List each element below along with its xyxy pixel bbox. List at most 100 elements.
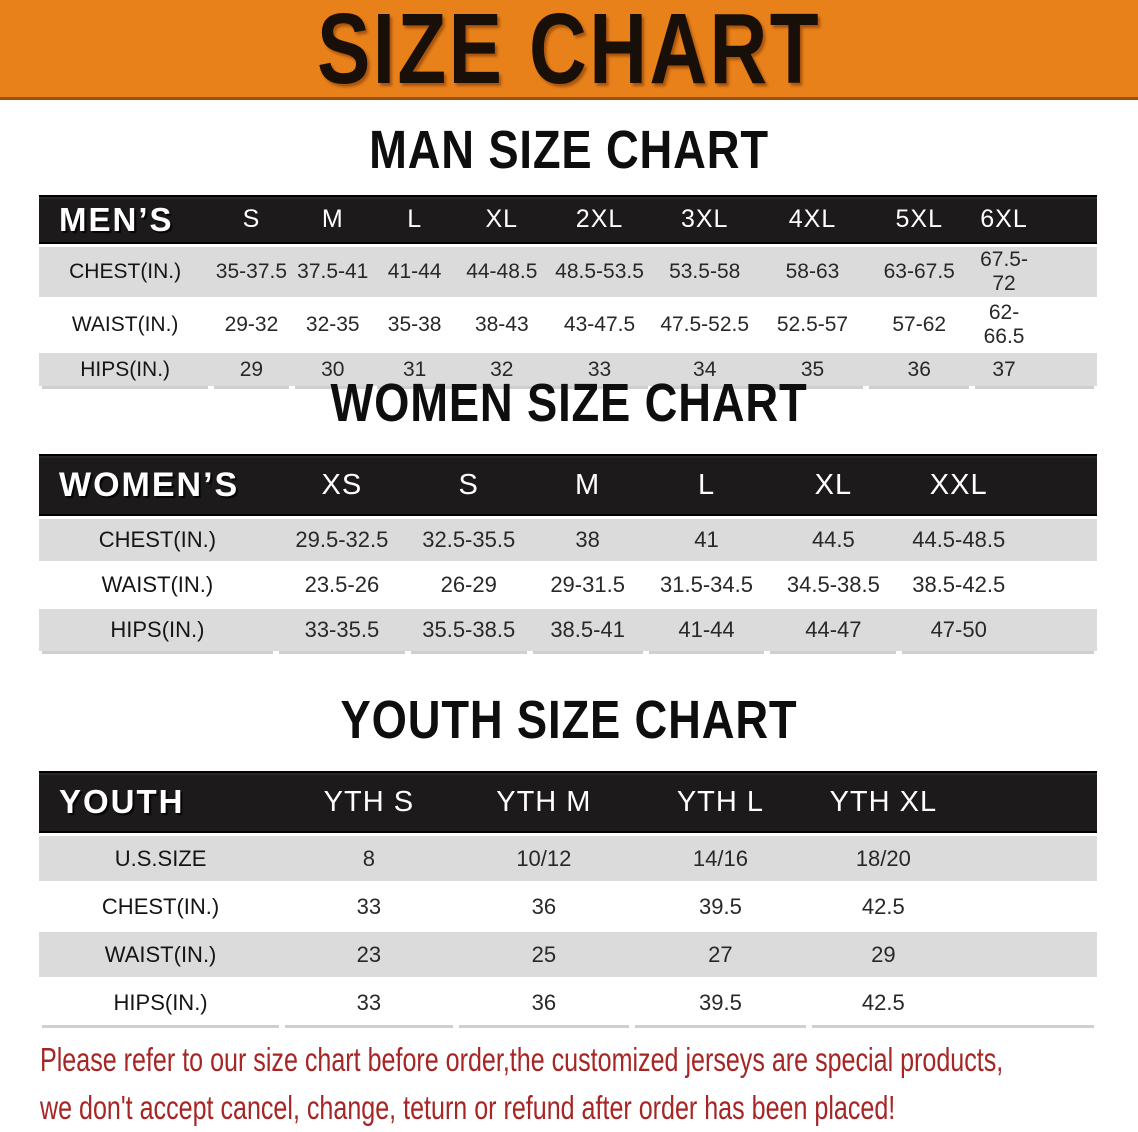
column-header: YTH S	[282, 771, 456, 833]
cell: 35-38	[373, 300, 456, 350]
row-label: HIPS(IN.)	[39, 353, 212, 386]
cell: 37	[972, 353, 1097, 386]
row-label: CHEST(IN.)	[39, 884, 283, 929]
disclaimer: Please refer to our size chart before or…	[40, 1036, 1130, 1132]
cell: 63-67.5	[866, 247, 973, 297]
cell: 42.5	[808, 884, 1097, 929]
cell: 36	[455, 884, 633, 929]
cell: 34.5-38.5	[767, 564, 900, 606]
cell: 41-44	[645, 609, 768, 651]
youth-size-table: YOUTH YTH S YTH M YTH L YTH XL U.S.SIZE 8 10/12…	[39, 768, 1097, 1028]
cell: 32	[455, 353, 549, 386]
cell: 44.5	[767, 519, 900, 561]
cell: 44-47	[767, 609, 900, 651]
header-row: MEN’S S M L XL 2XL 3XL 4XL 5XL 6XL	[39, 195, 1097, 244]
cell: 43-47.5	[548, 300, 651, 350]
cell: 53.5-58	[650, 247, 759, 297]
cell: 35-37.5	[211, 247, 292, 297]
row-label: WAIST(IN.)	[39, 932, 283, 977]
heading-youth-size-chart: YOUTH SIZE CHART	[0, 693, 1138, 747]
cell: 27	[632, 932, 809, 977]
cell: 29-31.5	[529, 564, 646, 606]
table-row: WAIST(IN.) 23 25 27 29	[39, 932, 1097, 977]
cell: 36	[455, 980, 633, 1025]
column-header: M	[529, 454, 646, 516]
cell: 44-48.5	[455, 247, 549, 297]
table-title-cell: YOUTH	[39, 771, 283, 833]
column-header: YTH L	[632, 771, 809, 833]
cell: 29	[808, 932, 1097, 977]
row-label: CHEST(IN.)	[39, 247, 212, 297]
column-header: YTH M	[455, 771, 633, 833]
cell: 52.5-57	[758, 300, 867, 350]
table-row: HIPS(IN.) 29 30 31 32 33 34 35 36 37	[39, 353, 1097, 386]
cell: 25	[455, 932, 633, 977]
cell: 38.5-42.5	[899, 564, 1097, 606]
cell: 31	[373, 353, 456, 386]
cell: 29.5-32.5	[275, 519, 408, 561]
column-header: XL	[767, 454, 900, 516]
table-row: WAIST(IN.) 29-32 32-35 35-38 38-43 43-47.5 47.…	[39, 300, 1097, 350]
disclaimer-line-1: Please refer to our size chart before or…	[40, 1041, 1004, 1078]
cell: 36	[866, 353, 973, 386]
man-size-table: MEN’S S M L XL 2XL 3XL 4XL 5XL 6XL CHEST(IN.) 35-37…	[39, 192, 1097, 389]
heading-man-size-chart: MAN SIZE CHART	[0, 123, 1138, 177]
cell: 23	[282, 932, 456, 977]
disclaimer-line-2: we don't accept cancel, change, teturn o…	[40, 1089, 896, 1126]
table-row: CHEST(IN.) 35-37.5 37.5-41 41-44 44-48.5 48.5…	[39, 247, 1097, 297]
column-header: 4XL	[758, 195, 867, 244]
cell: 35	[758, 353, 867, 386]
cell: 29	[211, 353, 292, 386]
cell: 33	[548, 353, 651, 386]
table-row: CHEST(IN.) 33 36 39.5 42.5	[39, 884, 1097, 929]
column-header: S	[211, 195, 292, 244]
cell: 38	[529, 519, 646, 561]
row-label: WAIST(IN.)	[39, 300, 212, 350]
cell: 48.5-53.5	[548, 247, 651, 297]
banner-title: SIZE CHART	[317, 0, 821, 105]
row-label: HIPS(IN.)	[39, 609, 276, 651]
cell: 10/12	[455, 836, 633, 881]
row-label: WAIST(IN.)	[39, 564, 276, 606]
cell: 62-66.5	[972, 300, 1097, 350]
row-label: U.S.SIZE	[39, 836, 283, 881]
cell: 41	[645, 519, 768, 561]
cell: 32.5-35.5	[407, 519, 530, 561]
cell: 44.5-48.5	[899, 519, 1097, 561]
cell: 18/20	[808, 836, 1097, 881]
cell: 29-32	[211, 300, 292, 350]
cell: 34	[650, 353, 759, 386]
table-row: HIPS(IN.) 33 36 39.5 42.5	[39, 980, 1097, 1025]
header-row: WOMEN’S XS S M L XL XXL	[39, 454, 1097, 516]
cell: 33	[282, 980, 456, 1025]
table-row: WAIST(IN.) 23.5-26 26-29 29-31.5 31.5-34.5 34…	[39, 564, 1097, 606]
row-label: CHEST(IN.)	[39, 519, 276, 561]
cell: 26-29	[407, 564, 530, 606]
cell: 67.5-72	[972, 247, 1097, 297]
cell: 32-35	[291, 300, 374, 350]
cell: 57-62	[866, 300, 973, 350]
cell: 39.5	[632, 980, 809, 1025]
column-header: 6XL	[972, 195, 1097, 244]
heading-women-size-chart: WOMEN SIZE CHART	[0, 376, 1138, 430]
column-header: XXL	[899, 454, 1097, 516]
column-header: XS	[275, 454, 408, 516]
cell: 31.5-34.5	[645, 564, 768, 606]
cell: 30	[291, 353, 374, 386]
cell: 39.5	[632, 884, 809, 929]
row-label: HIPS(IN.)	[39, 980, 283, 1025]
heading-man-size-chart-text: MAN SIZE CHART	[369, 120, 769, 180]
cell: 23.5-26	[275, 564, 408, 606]
heading-women-size-chart-text: WOMEN SIZE CHART	[330, 373, 808, 433]
cell: 37.5-41	[291, 247, 374, 297]
cell: 58-63	[758, 247, 867, 297]
column-header: 5XL	[866, 195, 973, 244]
header-row: YOUTH YTH S YTH M YTH L YTH XL	[39, 771, 1097, 833]
column-header: S	[407, 454, 530, 516]
column-header: YTH XL	[808, 771, 1097, 833]
cell: 38-43	[455, 300, 549, 350]
cell: 14/16	[632, 836, 809, 881]
cell: 38.5-41	[529, 609, 646, 651]
cell: 42.5	[808, 980, 1097, 1025]
